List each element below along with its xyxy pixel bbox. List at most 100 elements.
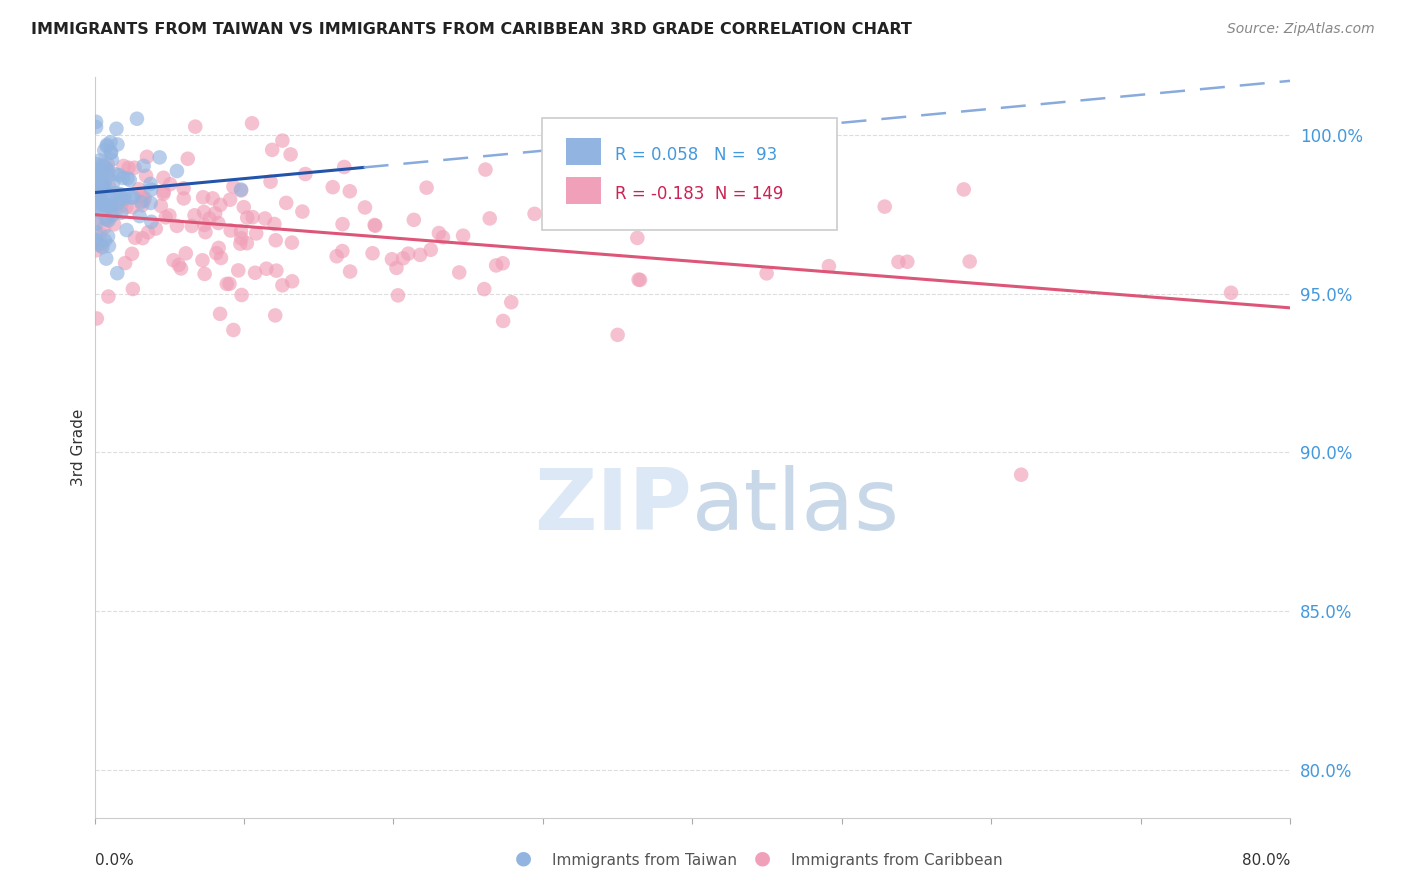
Point [381, 252, 404, 267]
Point [184, 120, 207, 134]
Point [451, 228, 474, 243]
Point [87, 196, 110, 211]
Point [121, 247, 143, 261]
Point [218, 277, 240, 291]
Point [131, 189, 153, 203]
Point [94, 211, 117, 226]
Point [167, 258, 190, 272]
Point [84, 120, 107, 134]
Point [107, 137, 129, 152]
Point [259, 175, 281, 189]
Point [419, 243, 441, 257]
Point [427, 226, 450, 240]
Point [149, 199, 172, 213]
Point [86, 170, 108, 185]
Point [205, 246, 228, 260]
Point [222, 179, 245, 194]
Point [89, 186, 111, 200]
Point [170, 261, 193, 276]
Point [84, 191, 107, 205]
Point [89, 227, 111, 241]
Point [959, 254, 981, 268]
Point [86, 237, 108, 252]
Point [84, 115, 107, 129]
Point [84, 194, 107, 208]
Point [174, 246, 197, 260]
Point [626, 231, 648, 245]
Point [93, 166, 115, 180]
Point [330, 244, 353, 258]
Point [139, 177, 162, 191]
Point [952, 182, 974, 196]
Point [84, 225, 107, 239]
Point [87, 187, 110, 202]
Point [135, 169, 157, 183]
Point [236, 211, 259, 225]
Point [104, 205, 127, 219]
Point [114, 256, 136, 270]
Point [93, 178, 115, 193]
Point [229, 183, 252, 197]
Point [131, 198, 153, 212]
Point [256, 261, 278, 276]
Point [242, 210, 264, 224]
Point [110, 198, 132, 212]
Point [219, 223, 242, 237]
Point [818, 259, 841, 273]
Y-axis label: 3rd Grade: 3rd Grade [72, 409, 86, 486]
Point [152, 185, 174, 199]
Point [111, 170, 134, 185]
Point [97, 178, 120, 193]
Point [166, 219, 188, 233]
Text: R = 0.058   N =  93: R = 0.058 N = 93 [614, 146, 778, 164]
Point [141, 215, 163, 229]
Point [523, 207, 546, 221]
Point [194, 225, 217, 239]
Point [201, 191, 224, 205]
Point [84, 233, 107, 247]
Point [152, 170, 174, 185]
Point [873, 200, 896, 214]
Point [89, 171, 111, 186]
Point [396, 246, 419, 260]
Point [339, 264, 361, 278]
Point [94, 234, 117, 248]
Point [84, 213, 107, 227]
Point [97, 169, 120, 183]
Point [387, 288, 409, 302]
Point [94, 160, 117, 174]
Point [96, 252, 118, 266]
Point [93, 198, 115, 212]
Point [124, 161, 146, 175]
Point [91, 178, 114, 193]
Point [333, 160, 356, 174]
Point [264, 309, 287, 323]
Point [90, 176, 112, 190]
Text: ●: ● [515, 849, 531, 868]
Text: R = -0.183  N = 149: R = -0.183 N = 149 [614, 186, 783, 203]
Point [97, 213, 120, 227]
Point [132, 194, 155, 208]
Point [173, 181, 195, 195]
Point [641, 215, 664, 229]
Point [96, 213, 118, 227]
Point [91, 160, 114, 174]
Point [90, 165, 112, 179]
Point [183, 208, 205, 222]
Point [402, 212, 425, 227]
Point [501, 295, 523, 310]
Point [86, 311, 108, 326]
Point [243, 266, 266, 280]
Point [105, 266, 128, 280]
Point [193, 218, 215, 232]
Point [191, 253, 214, 268]
Point [101, 198, 124, 212]
Point [87, 199, 110, 213]
Point [276, 195, 298, 210]
Point [294, 167, 316, 181]
Point [90, 188, 112, 202]
Point [449, 265, 471, 279]
Point [84, 185, 107, 199]
Point [124, 231, 146, 245]
Point [628, 273, 651, 287]
